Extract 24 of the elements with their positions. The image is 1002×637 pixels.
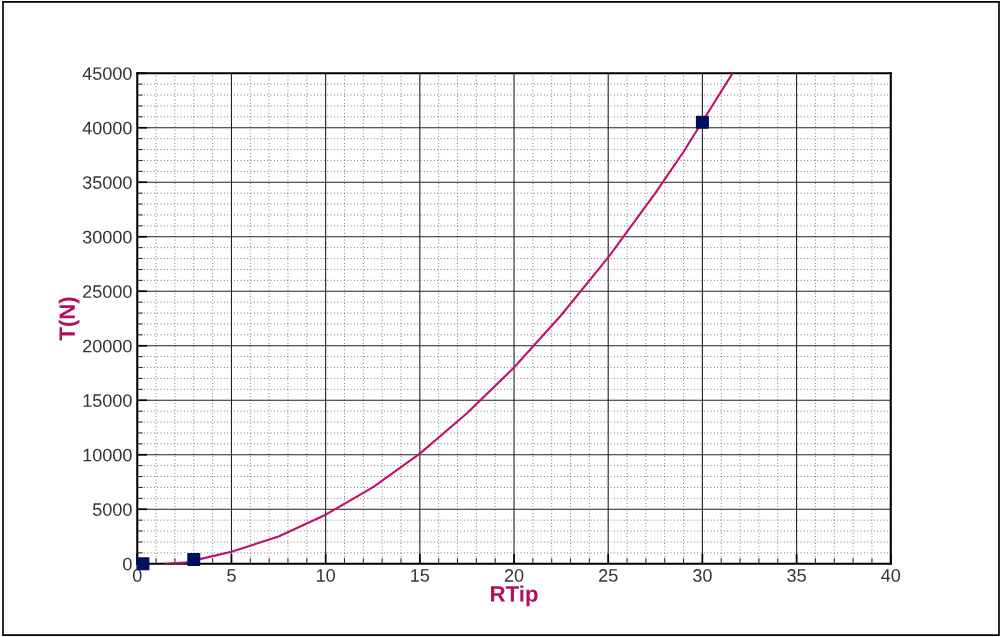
point	[695, 115, 709, 129]
y-tick-label: 10000	[83, 448, 132, 462]
y-tick-label: 35000	[82, 176, 132, 189]
x-tick-label: 10	[316, 569, 335, 582]
x-tick-label: 5	[227, 569, 236, 582]
y-tick-label: 0	[123, 557, 132, 571]
y-tick-label: 45000	[82, 67, 132, 80]
x-tick-label: 40	[881, 569, 901, 582]
x-tick-label: 20	[504, 569, 524, 582]
y-tick-label: 40000	[82, 121, 132, 135]
y-axis-title: T(N)	[58, 297, 80, 341]
y-tick-label: 25000	[83, 285, 132, 298]
x-tick-label: 15	[411, 569, 430, 582]
y-tick-label: 30000	[82, 230, 132, 244]
y-tick-label: 20000	[83, 339, 132, 353]
y-tick-label: 15000	[83, 394, 132, 407]
point	[187, 552, 201, 566]
x-tick-label: 0	[132, 569, 142, 582]
x-tick-label: 30	[693, 569, 712, 582]
x-axis-title: RTip	[491, 585, 538, 607]
point	[136, 557, 150, 571]
y-tick-label: 5000	[92, 503, 132, 516]
x-tick-label: 35	[787, 569, 806, 582]
x-tick-label: 25	[599, 569, 618, 582]
